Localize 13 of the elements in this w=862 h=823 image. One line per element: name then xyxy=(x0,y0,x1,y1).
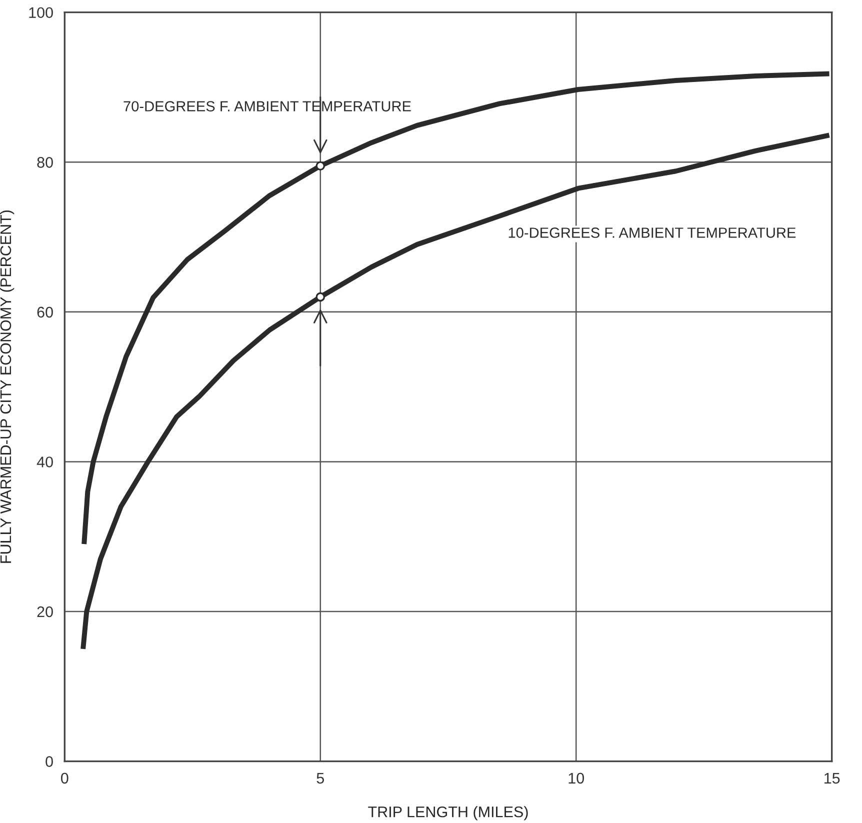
series-label: 10-DEGREES F. AMBIENT TEMPERATURE xyxy=(508,228,796,238)
x-tick-label: 15 xyxy=(824,772,840,784)
x-tick-label: 5 xyxy=(316,772,324,784)
x-tick-label: 0 xyxy=(61,772,68,784)
y-tick-label: 80 xyxy=(37,157,53,168)
y-tick-label: 20 xyxy=(37,606,53,618)
x-axis-title: TRIP LENGTH (MILES) xyxy=(368,806,528,820)
y-tick-label: 100 xyxy=(29,7,53,18)
y-tick-label: 40 xyxy=(36,456,53,468)
y-tick-label: 0 xyxy=(46,756,53,767)
y-axis-title: FULLY WARMED-UP CITY ECONOMY (PERCENT) xyxy=(0,210,14,563)
y-tick-label: 60 xyxy=(37,306,53,318)
x-tick-label: 10 xyxy=(568,772,584,784)
